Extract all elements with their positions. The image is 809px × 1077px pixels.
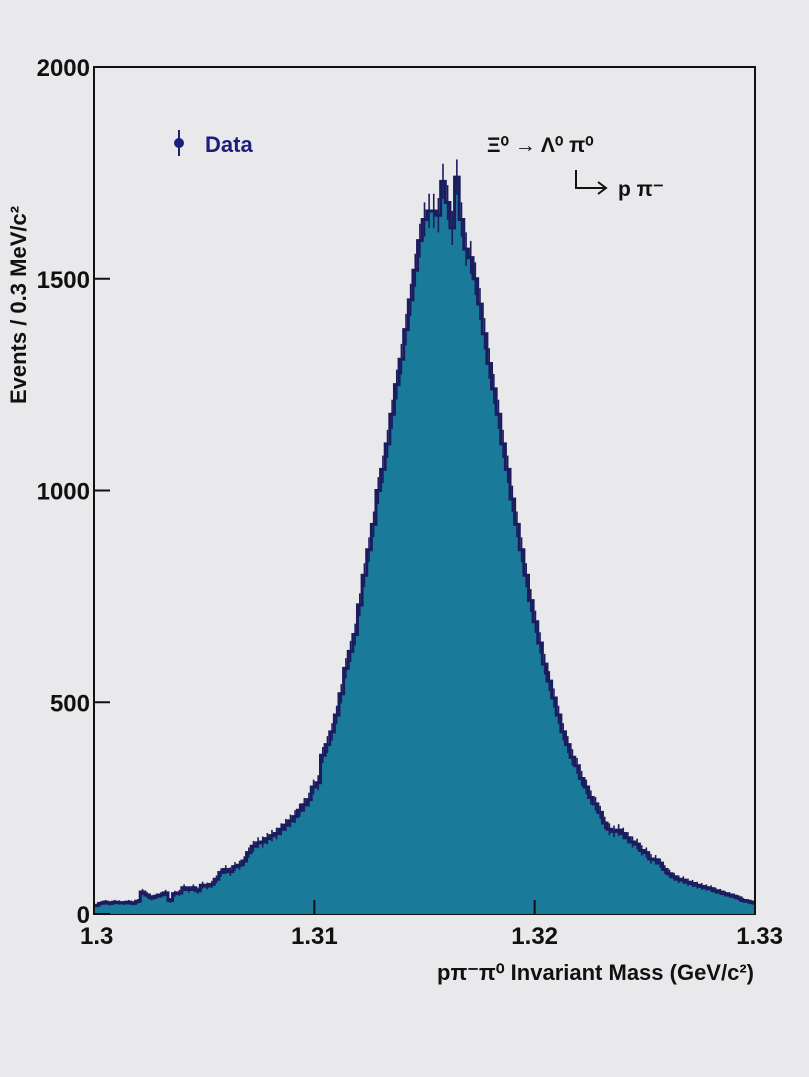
- histogram-fill: [94, 177, 755, 915]
- legend-marker-point: [174, 138, 184, 148]
- y-tick-label: 0: [77, 902, 90, 929]
- y-axis: 0 500 1000 1500 2000: [37, 55, 110, 929]
- x-tick-label: 1.31: [291, 923, 338, 950]
- legend-label-data: Data: [205, 132, 253, 157]
- x-tick-label: 1.3: [80, 923, 113, 950]
- y-tick-label: 1000: [37, 479, 90, 506]
- x-tick-label: 1.32: [511, 923, 558, 950]
- legend: Data: [174, 130, 253, 157]
- decay-arrow-icon: [575, 170, 608, 195]
- error-bars: [95, 159, 754, 908]
- y-tick-label: 500: [50, 690, 90, 717]
- y-axis-title: Events / 0.3 MeV/c²: [6, 206, 31, 404]
- decay-annotation: Ξ⁰ → Λ⁰ π⁰: [487, 134, 594, 157]
- decay-product-annotation: p π⁻: [618, 178, 664, 201]
- histogram-outline: [94, 175, 755, 908]
- x-axis-title: pπ⁻π⁰ Invariant Mass (GeV/c²): [437, 960, 754, 985]
- y-tick-label: 1500: [37, 267, 90, 294]
- x-axis: 1.3 1.31 1.32 1.33: [80, 900, 783, 950]
- y-tick-label: 2000: [37, 55, 90, 82]
- x-tick-label: 1.33: [736, 923, 783, 950]
